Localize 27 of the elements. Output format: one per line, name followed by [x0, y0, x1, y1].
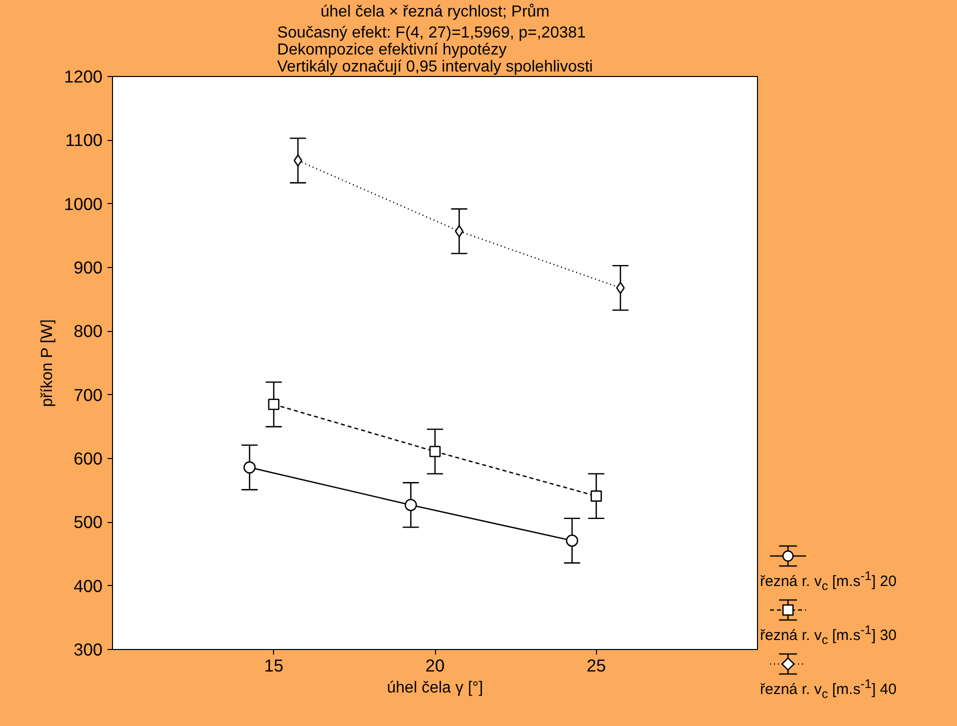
legend-label: řezná r. v$_{c}$ [m.s$^{-1}$] 20 — [760, 568, 897, 596]
chart-title: úhel čela × řezná rychlost; Prům — [320, 4, 550, 20]
y-tick-label: 900 — [74, 258, 103, 278]
point — [404, 498, 417, 512]
y-tick-label: 800 — [74, 321, 103, 342]
point — [454, 225, 464, 238]
x-tick-label: 20 — [425, 656, 445, 676]
point — [268, 398, 280, 410]
point — [566, 534, 578, 547]
y-tick-label: 600 — [74, 448, 103, 468]
x-tick-label: 25 — [586, 656, 606, 676]
y-tick-label: 300 — [74, 640, 103, 660]
point — [429, 446, 441, 458]
y-tick-label: 400 — [74, 576, 103, 596]
legend-label: řezná r. v$_{c}$ [m.s$^{-1}$] 30 — [760, 622, 897, 650]
chart-subtitle: Současný efekt: F(4, 27)=1,5969, p=,20381 Dekompozice efektivní hypotézy Vertikály označují 0,95 intervaly spolehlivosti — [277, 24, 593, 76]
y-tick-label: 700 — [74, 384, 103, 405]
point — [590, 490, 602, 502]
x-tick-label: 15 — [264, 656, 284, 676]
y-tick-label: 1100 — [65, 130, 103, 150]
y-tick-label: 500 — [74, 512, 103, 532]
y-axis-title: příkon P [W] — [38, 319, 56, 408]
point — [243, 461, 256, 474]
y-tick-label: 1000 — [64, 194, 103, 214]
legend-label: řezná r. v$_{c}$ [m.s$^{-1}$] 40 — [760, 676, 897, 704]
x-axis-title: úhel čela γ [°] — [386, 680, 484, 696]
y-tick-label: 1200 — [64, 66, 103, 86]
